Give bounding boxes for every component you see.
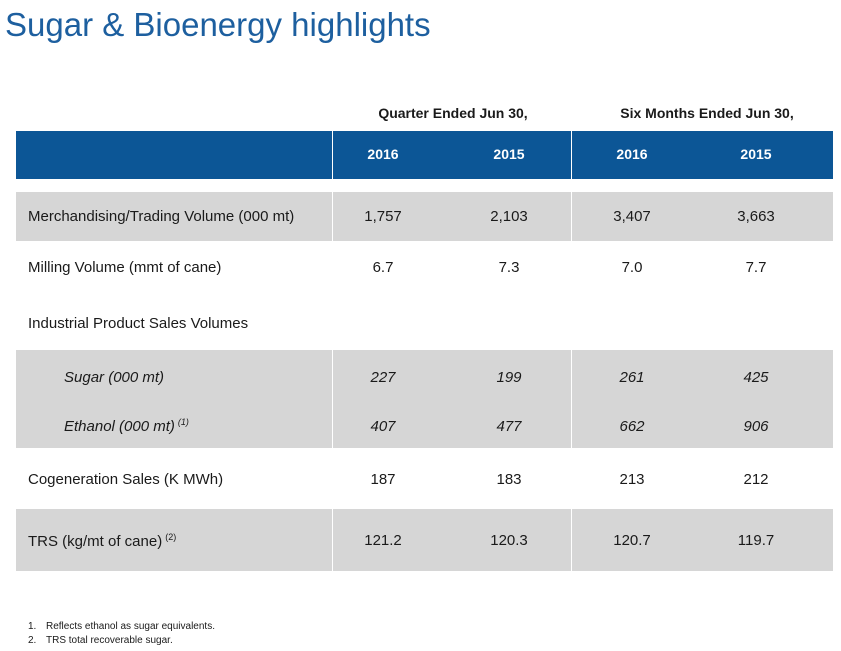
footnote-item: 1. Reflects ethanol as sugar equivalents. [28, 620, 215, 634]
table-cell: 187 [370, 471, 396, 488]
table-cell: 120.7 [613, 532, 651, 549]
table-cell: 213 [619, 471, 645, 488]
year-header: 2016 [616, 146, 648, 162]
table-cell: 662 [619, 418, 645, 435]
table-cell: 2,103 [490, 208, 528, 225]
row-label-text: TRS (kg/mt of cane) [28, 533, 163, 550]
table-cell: 227 [370, 369, 396, 386]
footnote-number: 1. [28, 621, 37, 632]
row-shade-trs [16, 509, 833, 571]
column-divider [332, 131, 333, 571]
footnote-text: Reflects ethanol as sugar equivalents. [46, 621, 215, 632]
footnote-ref: (2) [165, 532, 177, 542]
table-header [16, 131, 833, 179]
table-cell: 261 [619, 369, 645, 386]
column-divider [571, 131, 572, 571]
table-cell: 7.3 [498, 259, 520, 276]
row-label-merchandising: Merchandising/Trading Volume (000 mt) [28, 208, 295, 225]
row-shade-merchandising [16, 192, 833, 241]
row-label-text: Ethanol (000 mt) [64, 418, 175, 435]
table-cell: 212 [743, 471, 769, 488]
table-cell: 119.7 [737, 532, 775, 549]
footnote-number: 2. [28, 635, 37, 646]
footnotes: 1. Reflects ethanol as sugar equivalents.… [28, 620, 215, 648]
table-cell: 7.0 [621, 259, 643, 276]
table-cell: 3,663 [737, 208, 775, 225]
period-header-quarter: Quarter Ended Jun 30, [378, 105, 528, 121]
table-cell: 3,407 [613, 208, 651, 225]
year-header: 2015 [740, 146, 772, 162]
table-cell: 120.3 [490, 532, 528, 549]
table-cell: 1,757 [364, 208, 402, 225]
footnote-item: 2. TRS total recoverable sugar. [28, 634, 215, 648]
row-label-industrial-sales: Industrial Product Sales Volumes [28, 315, 249, 332]
table-cell: 477 [496, 418, 522, 435]
table-cell: 121.2 [364, 532, 402, 549]
row-label-ethanol: Ethanol (000 mt) (1) [64, 417, 189, 435]
page-title: Sugar & Bioenergy highlights [5, 6, 431, 43]
row-label-sugar: Sugar (000 mt) [64, 369, 165, 386]
year-header: 2015 [493, 146, 525, 162]
row-label-trs: TRS (kg/mt of cane) (2) [28, 532, 176, 550]
table-cell: 6.7 [372, 259, 394, 276]
table-cell: 183 [496, 471, 522, 488]
year-header: 2016 [367, 146, 399, 162]
table-cell: 7.7 [745, 259, 767, 276]
footnote-ref: (1) [177, 417, 189, 427]
table-cell: 906 [743, 418, 769, 435]
table-cell: 199 [496, 369, 522, 386]
table-cell: 407 [370, 418, 396, 435]
row-label-milling: Milling Volume (mmt of cane) [28, 259, 222, 276]
row-label-cogeneration: Cogeneration Sales (K MWh) [28, 471, 224, 488]
period-header-six-months: Six Months Ended Jun 30, [620, 105, 794, 121]
row-shade-industrial [16, 350, 833, 448]
table-cell: 425 [743, 369, 769, 386]
footnote-text: TRS total recoverable sugar. [46, 635, 173, 646]
